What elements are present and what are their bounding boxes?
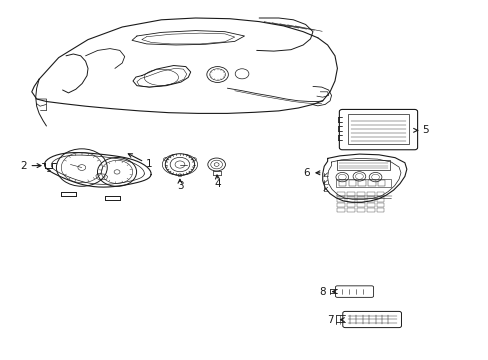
Bar <box>337 160 389 170</box>
Bar <box>366 203 374 207</box>
Bar <box>366 208 374 212</box>
Bar <box>356 197 364 202</box>
Bar <box>337 192 345 196</box>
Bar <box>336 179 390 187</box>
Bar <box>338 180 346 186</box>
Text: 2: 2 <box>20 161 27 171</box>
Bar <box>337 197 345 202</box>
Bar <box>367 180 375 186</box>
Text: 4: 4 <box>214 179 221 189</box>
Bar <box>376 203 384 207</box>
Text: 7: 7 <box>326 315 333 325</box>
Bar <box>337 208 345 212</box>
Text: 3: 3 <box>177 181 184 191</box>
Text: 6: 6 <box>302 168 309 178</box>
Bar <box>366 197 374 202</box>
Text: 8: 8 <box>319 287 325 297</box>
Bar <box>356 208 364 212</box>
Bar <box>356 203 364 207</box>
Bar <box>376 208 384 212</box>
Bar <box>358 180 365 186</box>
Bar <box>356 192 364 196</box>
Bar <box>376 197 384 202</box>
Bar <box>376 192 384 196</box>
Bar <box>366 192 374 196</box>
Bar <box>377 180 385 186</box>
Text: 5: 5 <box>421 125 428 135</box>
Bar <box>346 203 354 207</box>
Text: 1: 1 <box>145 159 152 169</box>
Bar <box>348 180 355 186</box>
Bar <box>346 197 354 202</box>
Bar <box>347 114 408 144</box>
Bar <box>346 192 354 196</box>
Bar <box>346 208 354 212</box>
Bar <box>337 203 345 207</box>
